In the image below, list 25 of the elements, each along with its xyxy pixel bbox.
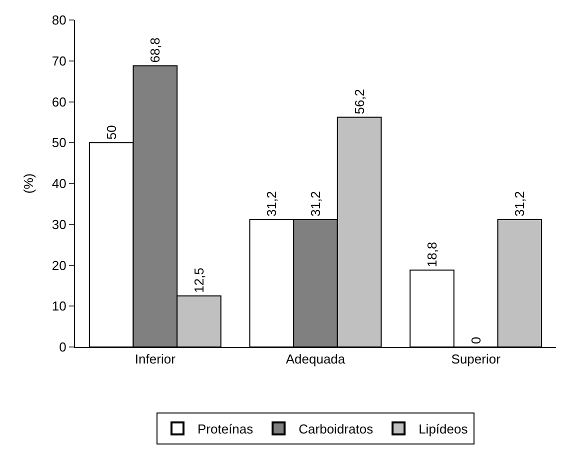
legend-label: Lipídeos [418, 421, 468, 436]
y-tick-label: 50 [52, 135, 66, 150]
y-tick-label: 0 [59, 340, 66, 355]
y-tick-label: 40 [52, 176, 66, 192]
data-label: 56,2 [352, 88, 367, 114]
data-label: 68,8 [148, 37, 163, 63]
y-tick-label: 80 [52, 12, 66, 28]
y-tick-label: 30 [52, 216, 66, 232]
data-label: 31,2 [308, 191, 323, 216]
data-label: 0 [468, 336, 484, 344]
y-tick-label: 20 [52, 258, 66, 273]
data-label: 31,2 [264, 191, 280, 216]
y-tick-label: 10 [52, 298, 66, 314]
legend-label: Carboidratos [298, 421, 374, 436]
x-tick-label: Adequada [286, 352, 346, 367]
legend-label: Proteínas [198, 421, 254, 436]
data-label: 50 [104, 125, 119, 140]
y-tick-label: 70 [52, 53, 66, 68]
data-label: 12,5 [191, 268, 206, 293]
data-label: 18,8 [424, 242, 440, 268]
x-tick-label: Superior [451, 352, 502, 367]
x-tick-label: Inferior [134, 352, 176, 367]
y-tick-label: 60 [52, 94, 66, 110]
data-label: 31,2 [512, 191, 528, 216]
y-axis-title: (%) [20, 173, 36, 194]
